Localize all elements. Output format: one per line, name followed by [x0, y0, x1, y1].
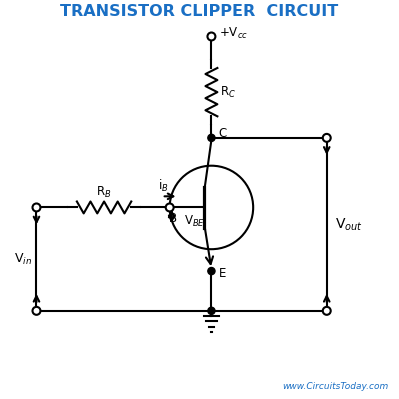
Circle shape	[208, 307, 215, 314]
Text: R$_C$: R$_C$	[220, 85, 236, 100]
Text: +V$_{cc}$: +V$_{cc}$	[219, 26, 247, 41]
Text: V$_{BE}$: V$_{BE}$	[184, 214, 205, 229]
Text: V$_{out}$: V$_{out}$	[335, 216, 363, 233]
Text: i$_B$: i$_B$	[158, 178, 169, 194]
Circle shape	[323, 134, 331, 142]
Circle shape	[208, 134, 215, 142]
Circle shape	[32, 307, 40, 315]
Circle shape	[32, 203, 40, 211]
Circle shape	[207, 32, 215, 40]
Text: TRANSISTOR CLIPPER  CIRCUIT: TRANSISTOR CLIPPER CIRCUIT	[60, 4, 339, 19]
Circle shape	[208, 267, 215, 275]
Text: www.CircuitsToday.com: www.CircuitsToday.com	[282, 382, 388, 391]
Text: E: E	[219, 267, 226, 280]
Text: R$_B$: R$_B$	[96, 185, 112, 200]
Circle shape	[166, 203, 174, 211]
Text: C: C	[219, 126, 227, 140]
Text: V$_{in}$: V$_{in}$	[14, 252, 32, 267]
Text: B: B	[169, 212, 177, 225]
Circle shape	[323, 307, 331, 315]
